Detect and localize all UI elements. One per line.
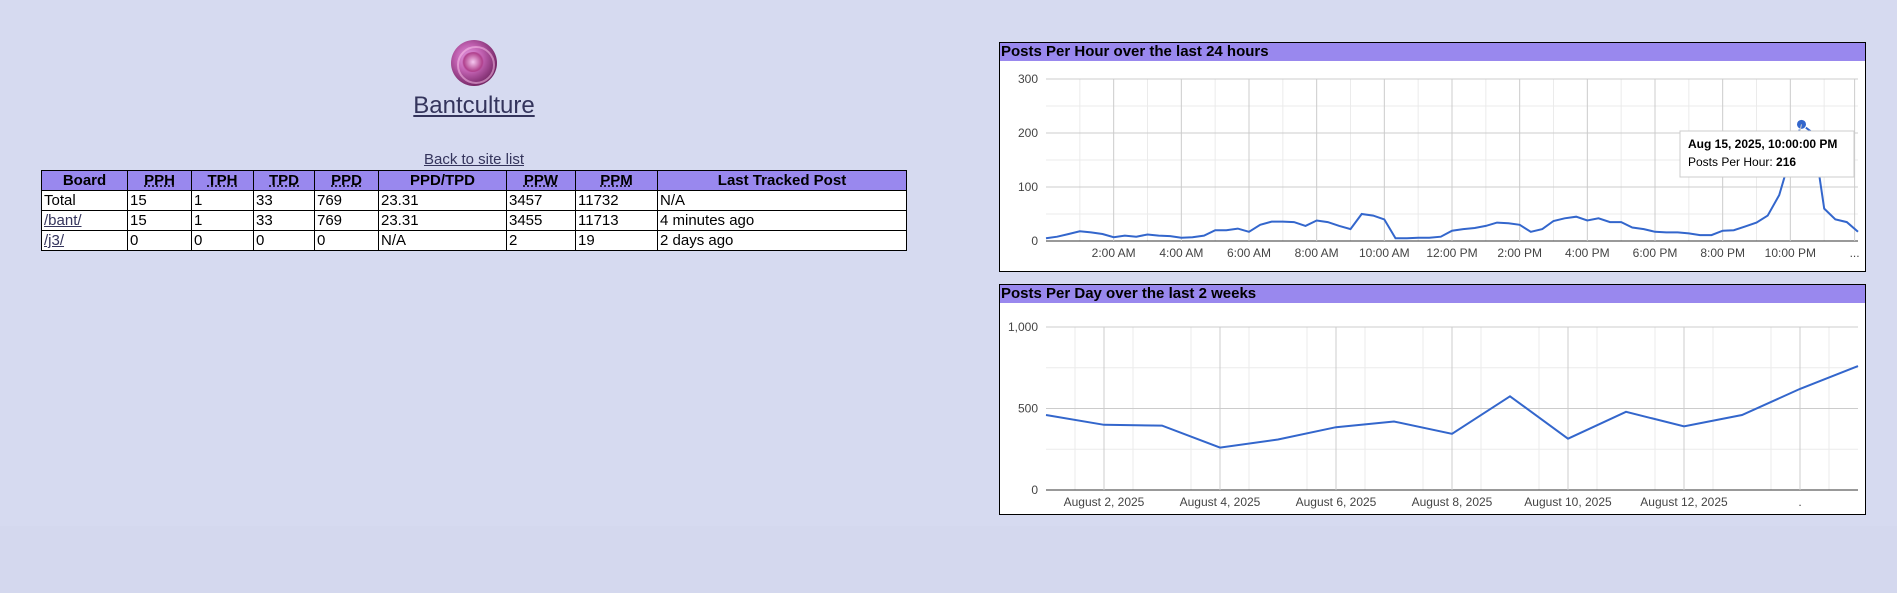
chart-title: Posts Per Hour over the last 24 hours [1000,43,1865,61]
tpd-abbr: TPD [269,172,299,189]
x-tick-label: August 8, 2025 [1412,495,1493,509]
board-logo-icon [451,40,497,86]
chart-title: Posts Per Day over the last 2 weeks [1000,285,1865,303]
x-tick-label: 12:00 PM [1426,246,1477,260]
y-tick-label: 200 [1018,126,1038,140]
ppd-cell: 0 [314,230,379,251]
tpd-cell: 0 [253,230,315,251]
posts-per-hour-plot[interactable]: 300 200 100 0 2:00 AM 4:00 AM 6:00 AM 8:00 AM 10… [1000,61,1865,271]
ppm-abbr: PPM [600,172,633,189]
column-header-ppd: PPD [314,170,379,191]
column-header-last-post: Last Tracked Post [657,170,907,191]
ppw-cell: 2 [506,230,576,251]
column-header-ppd-tpd: PPD/TPD [378,170,507,191]
x-tick-label: 4:00 PM [1565,246,1610,260]
column-header-ppm: PPM [575,170,658,191]
ppm-cell: 11732 [575,190,658,211]
series-line [1045,365,1859,449]
tph-cell: 1 [191,210,254,231]
ppd-tpd-cell: 23.31 [378,190,507,211]
series-line [1045,122,1859,240]
ppd-tpd-cell: 23.31 [378,210,507,231]
x-tick-label: August 6, 2025 [1296,495,1377,509]
ppd-tpd-cell: N/A [378,230,507,251]
x-tick-label: 2:00 PM [1497,246,1542,260]
ppd-abbr: PPD [331,172,362,189]
tph-abbr: TPH [207,172,238,189]
tph-cell: 0 [191,230,254,251]
y-tick-label: 0 [1031,483,1038,497]
y-tick-label: 1,000 [1008,320,1038,334]
tooltip-value: Posts Per Hour: 216 [1688,155,1796,169]
column-header-tpd: TPD [253,170,315,191]
pph-abbr: PPH [144,172,175,189]
ppd-cell: 769 [314,190,379,211]
x-tick-label: 6:00 PM [1633,246,1678,260]
column-header-tph: TPH [191,170,254,191]
page-footer-band [0,526,1897,593]
posts-per-day-plot[interactable]: 1,000 500 0 August 2, 2025 August 4, 2025 Aug… [1000,303,1865,514]
x-tick-label: 6:00 AM [1227,246,1271,260]
last-post-cell: 4 minutes ago [657,210,907,231]
y-tick-label: 300 [1018,72,1038,86]
column-header-board: Board [41,170,128,191]
tpd-cell: 33 [253,210,315,231]
table-row-bant: /bant/ 15 1 33 769 23.31 3455 11713 4 mi… [41,210,907,231]
board-link-j3[interactable]: /j3/ [44,232,65,249]
column-header-pph: PPH [127,170,192,191]
posts-per-hour-chart: Posts Per Hour over the last 24 hours 30… [999,42,1866,272]
tph-cell: 1 [191,190,254,211]
pph-cell: 15 [127,190,192,211]
board-cell: Total [41,190,128,211]
x-tick-label: August 2, 2025 [1064,495,1145,509]
x-tick-label: 8:00 AM [1295,246,1339,260]
x-tick-label: 2:00 AM [1092,246,1136,260]
column-header-ppw: PPW [506,170,576,191]
last-post-cell: N/A [657,190,907,211]
tooltip-box [1679,130,1855,178]
board-link-bant[interactable]: /bant/ [44,212,82,229]
ppm-cell: 11713 [575,210,658,231]
tooltip-title: Aug 15, 2025, 10:00:00 PM [1688,137,1837,151]
pph-cell: 0 [127,230,192,251]
x-tick-label: 10:00 PM [1765,246,1816,260]
posts-per-day-chart: Posts Per Day over the last 2 weeks 1,00… [999,284,1866,515]
ppd-cell: 769 [314,210,379,231]
site-header: Bantculture [0,40,948,120]
pph-cell: 15 [127,210,192,231]
y-tick-label: 0 [1031,234,1038,248]
x-tick-label: 8:00 PM [1700,246,1745,260]
x-tick-label: August 10, 2025 [1524,495,1612,509]
ppw-cell: 3455 [506,210,576,231]
y-tick-label: 500 [1018,402,1038,416]
board-stats-table: Board PPH TPH TPD PPD PPD/TPD PPW PPM La… [41,170,907,251]
back-to-site-list-link[interactable]: Back to site list [423,151,525,168]
board-cell: /j3/ [41,230,128,251]
tpd-cell: 33 [253,190,315,211]
ppm-cell: 19 [575,230,658,251]
x-tick-label: . [1798,495,1801,509]
table-row-j3: /j3/ 0 0 0 0 N/A 2 19 2 days ago [41,230,907,251]
x-tick-label: August 12, 2025 [1640,495,1728,509]
ppw-abbr: PPW [523,172,559,189]
table-header-row: Board PPH TPH TPD PPD PPD/TPD PPW PPM La… [41,170,907,191]
x-tick-label: 4:00 AM [1159,246,1203,260]
ppw-cell: 3457 [506,190,576,211]
x-tick-label: ... [1850,246,1860,260]
board-title-link[interactable]: Bantculture [413,92,535,119]
y-tick-label: 100 [1018,180,1038,194]
last-post-cell: 2 days ago [657,230,907,251]
x-tick-label: 10:00 AM [1359,246,1410,260]
board-cell: /bant/ [41,210,128,231]
tooltip-number: 216 [1776,155,1796,169]
tooltip-pointer [1799,124,1802,132]
x-tick-label: August 4, 2025 [1180,495,1261,509]
table-row-total: Total 15 1 33 769 23.31 3457 11732 N/A [41,190,907,211]
tooltip-label: Posts Per Hour: [1688,155,1776,169]
